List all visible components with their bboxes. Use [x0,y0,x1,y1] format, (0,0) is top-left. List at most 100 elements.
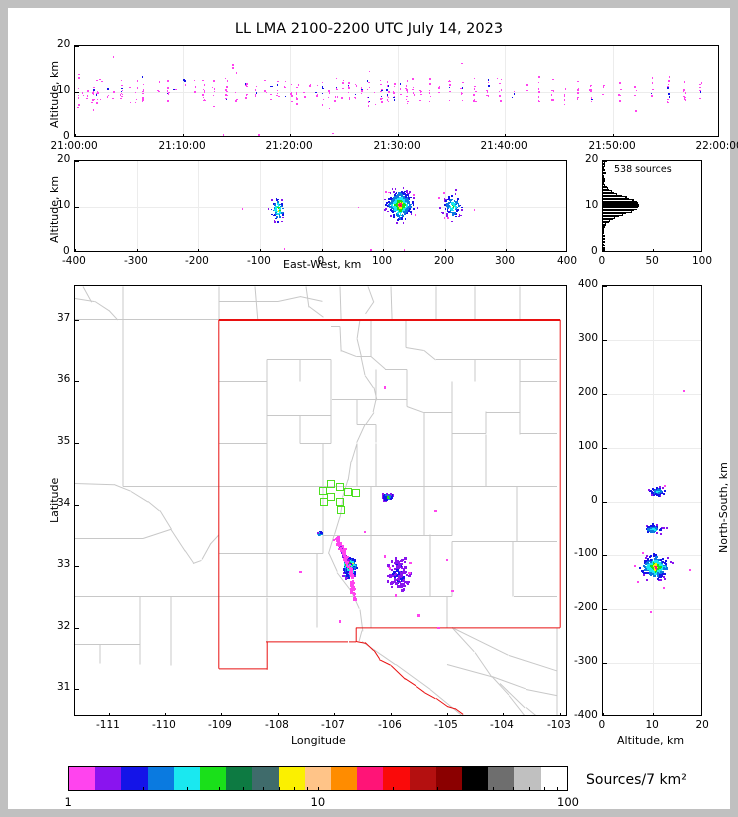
lma-source-point [337,541,340,544]
county-line [513,596,557,598]
county-line [367,286,375,302]
county-line [519,286,521,320]
lma-source-point [654,527,657,530]
lma-source-point [473,100,475,102]
ytick [75,566,79,567]
county-line [218,442,267,444]
lma-source-point [339,547,342,550]
county-line [218,300,278,302]
lma-source-point [328,107,331,110]
lma-source-point [395,203,398,206]
lma-source-point [134,91,137,94]
county-line [474,359,476,382]
lma-source-point [653,562,656,565]
lma-source-point [386,201,388,204]
lma-source-point [449,90,451,92]
lma-source-point [404,196,407,199]
lma-source-point [203,91,206,93]
colorbar-tick [529,787,531,791]
histogram-bar [603,213,626,215]
lma-source-point [654,489,657,492]
lma-source-point [166,99,169,102]
lma-source-point [661,566,664,569]
lma-source-point [397,215,400,217]
gridline-altitude-10 [75,92,718,93]
lma-source-point [77,97,79,99]
lma-source-point [346,574,350,577]
colorbar-tick [437,787,439,791]
lma-source-point [648,528,651,531]
lma-source-point [602,86,605,88]
lma-source-point [659,572,662,575]
lma-source-point [656,524,659,527]
lma-source-point [664,560,667,563]
colorbar-tick-label: 1 [64,795,72,809]
lma-source-point [345,564,349,567]
county-line [356,399,358,425]
histogram-step [605,185,607,189]
state-boundary [265,641,268,669]
lma-source-point [121,87,123,90]
lma-source-point [649,569,652,572]
lma-source-point [391,187,394,190]
lma-source-point [276,94,278,97]
lma-source-point [184,84,187,86]
colorbar-swatch-12 [383,767,410,790]
lma-source-point [487,95,490,97]
lma-source-point [384,498,387,501]
lma-source-point [647,527,650,530]
lma-source-point [380,95,383,98]
lma-source-point [349,560,353,564]
lma-station-marker [335,497,344,506]
county-line [423,412,425,437]
plan-map-plot-area [75,286,566,715]
lma-source-point [446,207,449,210]
lma-source-point [270,93,272,96]
lma-source-point [412,88,414,91]
lma-source-point [245,84,247,87]
lma-source-point [387,574,390,578]
lma-source-point [400,195,403,197]
lma-source-point [203,84,206,86]
lma-source-point [656,486,658,489]
lma-source-point [92,99,94,101]
histogram-step [603,230,605,233]
lma-source-point [353,572,356,576]
lma-source-point [451,198,454,201]
lma-source-point [135,98,138,101]
lma-source-point [410,205,412,208]
lma-source-point [349,572,352,576]
lma-source-point [683,98,686,100]
lma-source-point [384,555,387,558]
lma-source-point [666,556,669,559]
histogram-bar [603,173,605,175]
lma-source-point [664,568,667,571]
lma-source-point [303,91,306,94]
lma-source-point [398,197,400,200]
lma-source-point [276,210,278,213]
lma-source-point [644,562,647,565]
county-line [75,643,140,645]
lma-source-point [402,578,406,581]
lma-source-point [656,566,659,569]
colorbar-tick-label: 10 [310,795,326,809]
lma-source-point [350,581,353,584]
lma-source-point [576,98,579,100]
histogram-step [607,187,609,190]
lma-source-point [399,83,402,85]
lma-station-marker [336,505,345,514]
lma-source-point [449,211,451,213]
altitude-histogram-plot-area [603,161,701,251]
lma-source-point [366,88,369,91]
lma-source-point [342,557,346,561]
lma-source-point [389,497,393,500]
xtick [278,713,279,715]
lma-source-point [401,218,404,221]
lma-source-point [650,530,653,533]
colorbar-swatch-16 [488,767,515,790]
lma-source-point [367,101,370,103]
lma-source-point [403,248,406,251]
lma-source-point [461,206,463,209]
lma-source-point [357,206,360,209]
lma-source-point [663,526,666,529]
